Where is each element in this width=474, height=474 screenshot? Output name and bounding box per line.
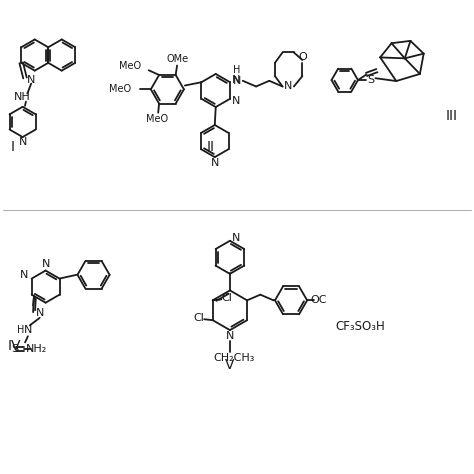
Text: N: N (36, 308, 44, 318)
Text: N: N (284, 82, 292, 91)
Text: CF₃SO₃H: CF₃SO₃H (335, 320, 385, 333)
Text: N: N (232, 75, 240, 85)
Text: MeO: MeO (119, 62, 141, 72)
Text: IV: IV (8, 339, 22, 353)
Text: N: N (232, 233, 241, 244)
Text: N: N (18, 137, 27, 147)
Text: NH: NH (14, 92, 31, 102)
Text: II: II (207, 140, 215, 154)
Text: Cl: Cl (221, 293, 232, 303)
Text: H: H (233, 65, 240, 75)
Text: N: N (20, 270, 28, 280)
Text: O: O (298, 52, 307, 62)
Text: N: N (232, 96, 240, 106)
Text: MeO: MeO (109, 84, 131, 94)
Text: I: I (10, 140, 15, 154)
Text: N: N (27, 75, 36, 85)
Text: N: N (41, 259, 50, 269)
Text: III: III (446, 109, 458, 124)
Text: N: N (226, 331, 234, 341)
Text: S: S (367, 75, 374, 85)
Text: N: N (24, 325, 32, 335)
Text: N: N (232, 76, 241, 86)
Text: OMe: OMe (167, 55, 189, 64)
Text: CH₂CH₃: CH₂CH₃ (213, 354, 255, 364)
Text: OC: OC (310, 295, 327, 305)
Text: H: H (17, 325, 24, 335)
Text: MeO: MeO (146, 114, 168, 124)
Text: S: S (11, 344, 18, 354)
Text: N: N (210, 158, 219, 168)
Text: V: V (225, 357, 235, 372)
Text: Cl: Cl (193, 313, 204, 323)
Text: NH₂: NH₂ (26, 344, 47, 354)
